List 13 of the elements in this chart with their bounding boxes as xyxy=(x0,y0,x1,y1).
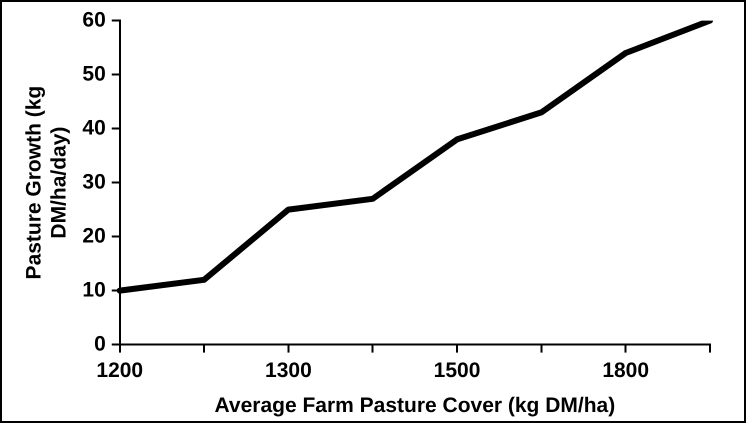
x-tick-label: 1800 xyxy=(602,358,650,382)
y-tick-label: 30 xyxy=(82,170,106,194)
x-tick-label: 1300 xyxy=(265,358,312,382)
y-axis-title: Pasture Growth (kg DM/ha/day) xyxy=(22,86,71,280)
y-tick-label: 50 xyxy=(82,62,106,86)
x-tick-label: 1200 xyxy=(96,358,144,382)
x-axis-title: Average Farm Pasture Cover (kg DM/ha) xyxy=(214,394,616,418)
y-tick-label: 20 xyxy=(82,224,106,248)
x-tick-label: 1500 xyxy=(434,358,480,382)
y-tick-label: 0 xyxy=(94,332,106,356)
y-tick-label: 40 xyxy=(82,116,106,140)
y-tick-label: 10 xyxy=(82,278,106,302)
y-tick-label: 60 xyxy=(82,8,106,32)
